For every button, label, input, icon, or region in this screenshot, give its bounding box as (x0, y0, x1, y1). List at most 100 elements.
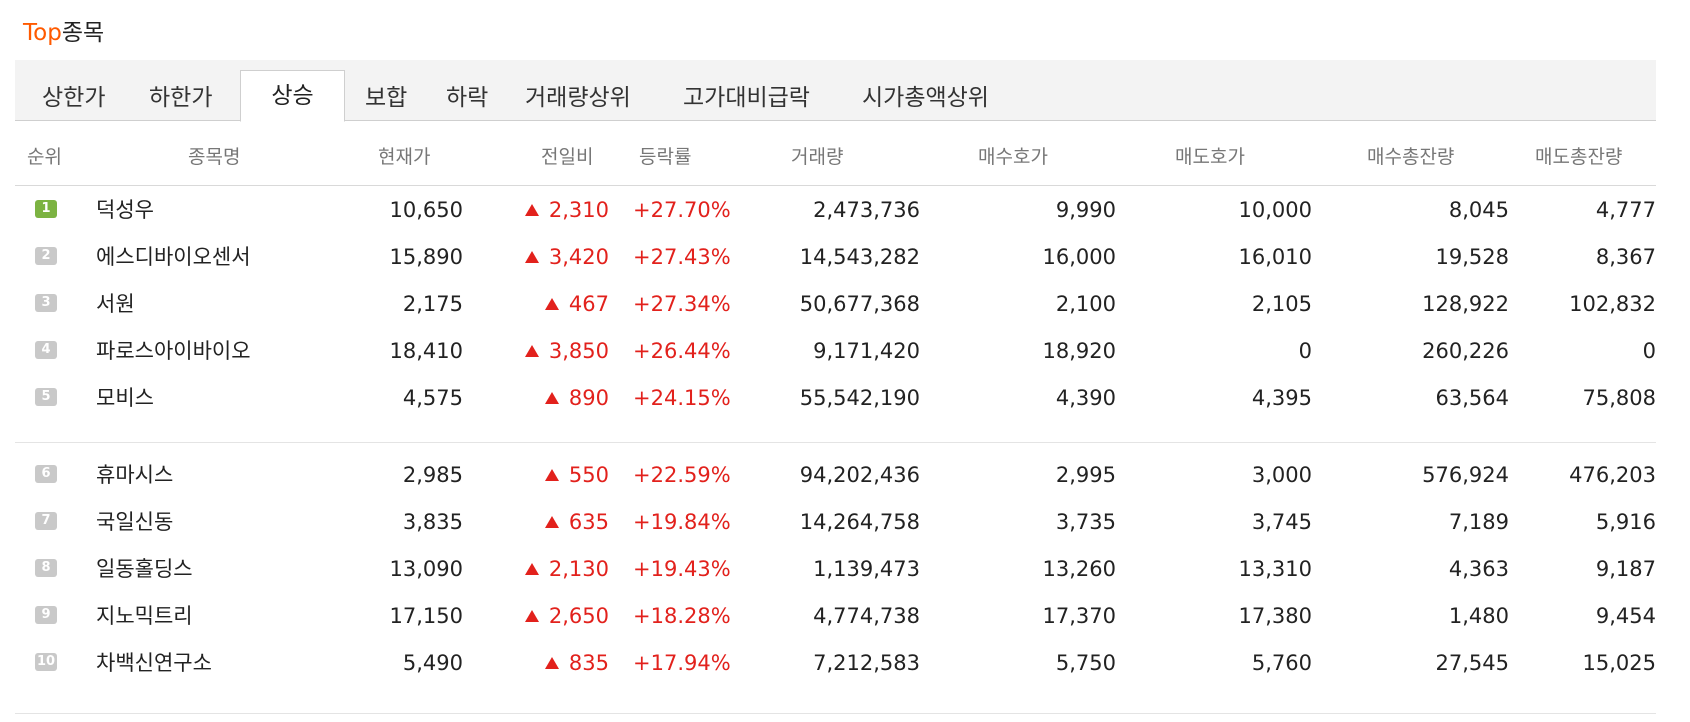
cell-ask: 17,380 (1238, 604, 1312, 628)
change-value: 550 (568, 463, 609, 487)
header-rate: 등락률 (639, 146, 692, 168)
cell-ask-total: 102,832 (1569, 292, 1656, 316)
header-change: 전일비 (541, 146, 594, 168)
table-row[interactable]: 7 국일신동 635 +19.84% 3,835 14,264,758 3,735 3,745… (15, 499, 1656, 546)
table-row[interactable]: 1 덕성우 2,310 +27.70% 10,650 2,473,736 9,990 10,0… (15, 187, 1656, 234)
cell-price: 13,090 (389, 557, 463, 581)
cell-volume: 14,543,282 (799, 245, 920, 269)
tab-unchanged[interactable]: 보합 (365, 85, 408, 111)
cell-bid-total: 260,226 (1422, 339, 1509, 363)
tab-upper-limit[interactable]: 상한가 (42, 85, 106, 111)
cell-price: 2,175 (402, 292, 463, 316)
stock-name-link[interactable]: 차백신연구소 (96, 651, 212, 675)
cell-bid-total: 128,922 (1422, 292, 1509, 316)
table-row[interactable]: 6 휴마시스 550 +22.59% 2,985 94,202,436 2,995 3,000… (15, 452, 1656, 499)
cell-change: 550 (544, 452, 609, 499)
stock-name-link[interactable]: 파로스아이바이오 (96, 339, 251, 363)
cell-rate: +19.43% (633, 557, 731, 581)
rank-badge: 4 (35, 341, 57, 359)
stock-name-link[interactable]: 서원 (96, 292, 135, 316)
section-title: Top종목 (23, 18, 104, 48)
header-ask-total: 매도총잔량 (1535, 146, 1623, 168)
cell-ask: 0 (1298, 339, 1312, 363)
group-divider (15, 442, 1656, 443)
tab-fall[interactable]: 하락 (446, 85, 489, 111)
rank-badge: 6 (35, 465, 57, 483)
tab-volume-top[interactable]: 거래량상위 (525, 85, 631, 111)
tab-drop-from-high[interactable]: 고가대비급락 (683, 85, 810, 111)
stock-name-link[interactable]: 지노믹트리 (96, 604, 193, 628)
header-name: 종목명 (188, 146, 241, 168)
cell-ask-total: 476,203 (1569, 463, 1656, 487)
tab-bar: 상한가 하한가 상승 보합 하락 거래량상위 고가대비급락 시가총액상위 (15, 60, 1656, 122)
up-triangle-icon (524, 610, 539, 622)
cell-change: 467 (544, 281, 609, 328)
cell-ask: 2,105 (1251, 292, 1312, 316)
cell-rate: +24.15% (633, 386, 731, 410)
change-value: 835 (568, 651, 609, 675)
table-bottom-border (15, 713, 1656, 714)
change-value: 2,130 (548, 557, 609, 581)
cell-rate: +18.28% (633, 604, 731, 628)
cell-price: 2,985 (402, 463, 463, 487)
stock-name-link[interactable]: 국일신동 (96, 510, 174, 534)
header-bid: 매수호가 (978, 146, 1048, 168)
tab-lower-limit[interactable]: 하한가 (149, 85, 213, 111)
cell-change: 3,420 (524, 234, 609, 281)
cell-ask-total: 8,367 (1595, 245, 1656, 269)
cell-volume: 2,473,736 (813, 198, 920, 222)
cell-bid-total: 4,363 (1448, 557, 1509, 581)
table-row[interactable]: 10 차백신연구소 835 +17.94% 5,490 7,212,583 5,750 5,7… (15, 640, 1656, 687)
up-triangle-icon (524, 563, 539, 575)
stock-name-link[interactable]: 일동홀딩스 (96, 557, 193, 581)
header-ask: 매도호가 (1175, 146, 1245, 168)
cell-bid-total: 27,545 (1435, 651, 1509, 675)
cell-change: 2,650 (524, 593, 609, 640)
change-value: 3,420 (548, 245, 609, 269)
cell-rate: +27.43% (633, 245, 731, 269)
cell-bid: 9,990 (1055, 198, 1116, 222)
cell-bid-total: 7,189 (1448, 510, 1509, 534)
up-triangle-icon (524, 251, 539, 263)
change-value: 3,850 (548, 339, 609, 363)
rank-badge: 1 (35, 200, 57, 218)
stock-name-link[interactable]: 휴마시스 (96, 463, 174, 487)
cell-rate: +19.84% (633, 510, 731, 534)
cell-bid: 5,750 (1055, 651, 1116, 675)
cell-change: 3,850 (524, 328, 609, 375)
table-row[interactable]: 5 모비스 890 +24.15% 4,575 55,542,190 4,390 4,395 6… (15, 375, 1656, 422)
change-value: 467 (568, 292, 609, 316)
cell-ask: 3,000 (1251, 463, 1312, 487)
stock-name-link[interactable]: 모비스 (96, 386, 154, 410)
rank-badge: 10 (35, 653, 57, 671)
cell-rate: +17.94% (633, 651, 731, 675)
header-price: 현재가 (378, 146, 431, 168)
cell-price: 17,150 (389, 604, 463, 628)
cell-change: 890 (544, 375, 609, 422)
cell-volume: 14,264,758 (799, 510, 920, 534)
cell-volume: 50,677,368 (799, 292, 920, 316)
cell-ask: 13,310 (1238, 557, 1312, 581)
cell-ask: 10,000 (1238, 198, 1312, 222)
up-triangle-icon (524, 204, 539, 216)
cell-ask-total: 75,808 (1582, 386, 1656, 410)
cell-bid-total: 1,480 (1448, 604, 1509, 628)
cell-rate: +22.59% (633, 463, 731, 487)
stock-name-link[interactable]: 에스디바이오센서 (96, 245, 251, 269)
table-row[interactable]: 4 파로스아이바이오 3,850 +26.44% 18,410 9,171,420 18,9… (15, 328, 1656, 375)
table-row[interactable]: 3 서원 467 +27.34% 2,175 50,677,368 2,100 2,105 12… (15, 281, 1656, 328)
table-row[interactable]: 2 에스디바이오센서 3,420 +27.43% 15,890 14,543,282 16,… (15, 234, 1656, 281)
table-row[interactable]: 8 일동홀딩스 2,130 +19.43% 13,090 1,139,473 13,260 1… (15, 546, 1656, 593)
change-value: 890 (568, 386, 609, 410)
up-triangle-icon (544, 298, 559, 310)
tab-market-cap-top[interactable]: 시가총액상위 (862, 85, 989, 111)
cell-bid: 4,390 (1055, 386, 1116, 410)
cell-volume: 9,171,420 (813, 339, 920, 363)
table-row[interactable]: 9 지노믹트리 2,650 +18.28% 17,150 4,774,738 17,370 1… (15, 593, 1656, 640)
cell-bid: 17,370 (1042, 604, 1116, 628)
tab-rise[interactable]: 상승 (240, 70, 345, 122)
cell-bid: 13,260 (1042, 557, 1116, 581)
rank-badge: 5 (35, 388, 57, 406)
cell-volume: 94,202,436 (799, 463, 920, 487)
stock-name-link[interactable]: 덕성우 (96, 198, 154, 222)
